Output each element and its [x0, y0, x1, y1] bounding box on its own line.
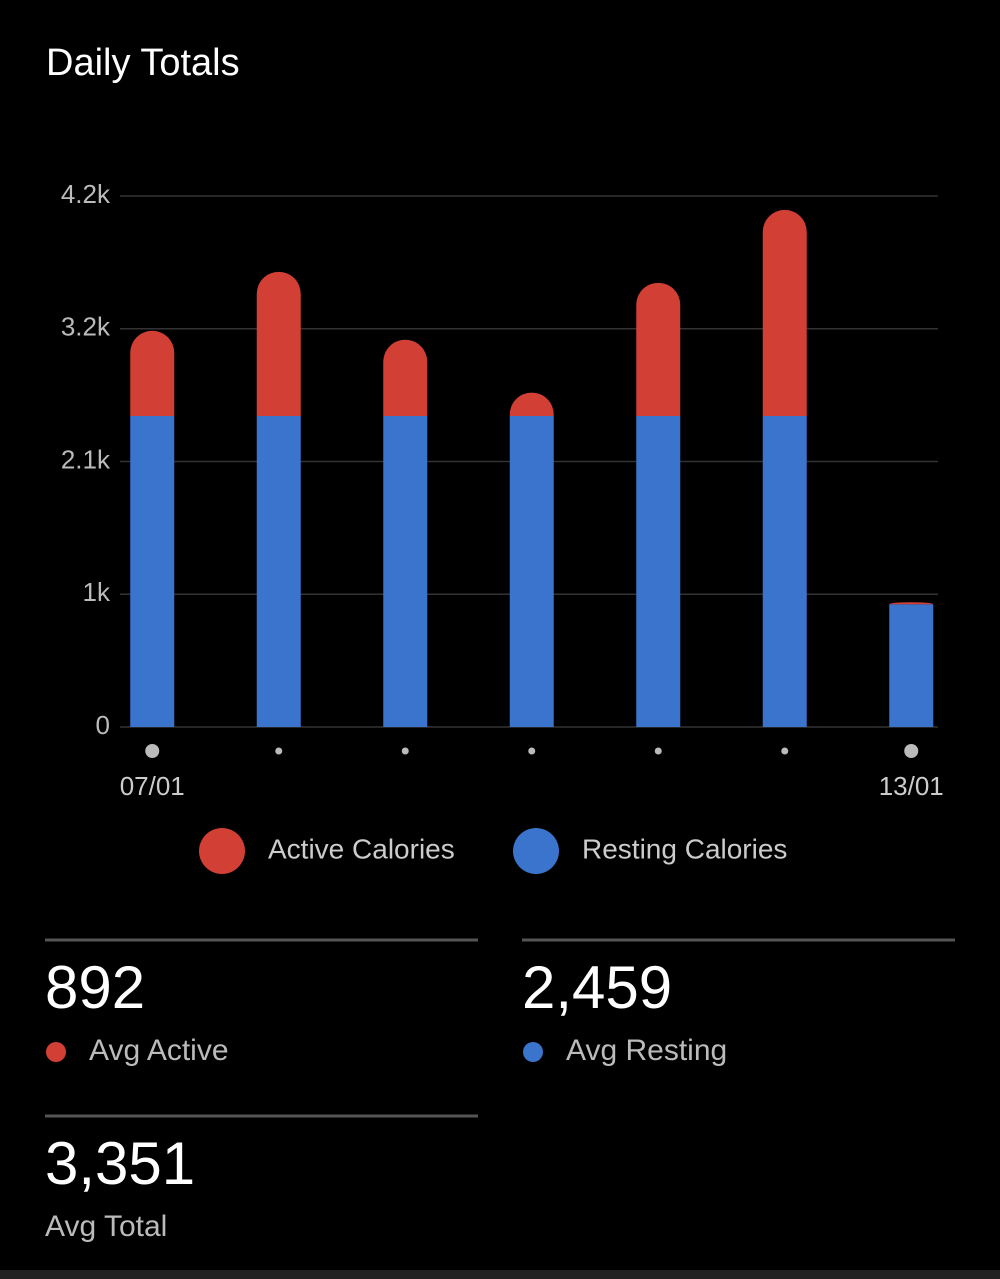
x-tick-label: 13/01	[879, 771, 944, 801]
y-tick-label: 0	[96, 710, 110, 740]
bar-segment	[383, 415, 428, 727]
x-tick-dot	[904, 744, 919, 758]
y-tick-label: 4.2k	[61, 179, 111, 209]
x-tick-dot	[654, 747, 662, 755]
stat-dot	[523, 1042, 543, 1062]
x-tick-dot	[528, 747, 536, 755]
stat-label: Avg Active	[89, 1034, 229, 1067]
bar-segment	[889, 602, 934, 605]
x-tick-dot	[275, 747, 283, 755]
bar-segment	[383, 339, 428, 416]
stat-value: 2,459	[522, 954, 672, 1021]
x-tick-dot	[781, 747, 789, 755]
bar-segment	[762, 209, 807, 416]
x-tick-dot	[401, 747, 409, 755]
bar-segment	[256, 271, 301, 416]
bar-segment	[509, 392, 554, 416]
chart-title: Daily Totals	[46, 42, 240, 84]
legend-swatch	[199, 828, 245, 874]
y-tick-label: 3.2k	[61, 312, 111, 342]
bar-segment	[636, 415, 681, 727]
stat-value: 892	[45, 954, 145, 1021]
stat-value: 3,351	[45, 1130, 195, 1197]
y-tick-label: 2.1k	[61, 444, 111, 474]
x-tick-label: 07/01	[120, 771, 185, 801]
stat-label: Avg Resting	[566, 1034, 727, 1067]
stat-dot	[46, 1042, 66, 1062]
bar-segment	[130, 330, 175, 416]
bar-segment	[762, 415, 807, 727]
bar-segment	[130, 415, 175, 727]
bottom-bar	[0, 1270, 1000, 1279]
stat-label: Avg Total	[45, 1210, 167, 1243]
bar-segment	[256, 415, 301, 727]
legend-label: Resting Calories	[582, 833, 787, 864]
x-tick-dot	[145, 744, 160, 758]
y-tick-label: 1k	[83, 577, 111, 607]
bar-segment	[509, 415, 554, 727]
bar-segment	[636, 282, 681, 416]
legend-swatch	[513, 828, 559, 874]
legend-label: Active Calories	[268, 833, 455, 864]
bar-segment	[889, 604, 934, 727]
